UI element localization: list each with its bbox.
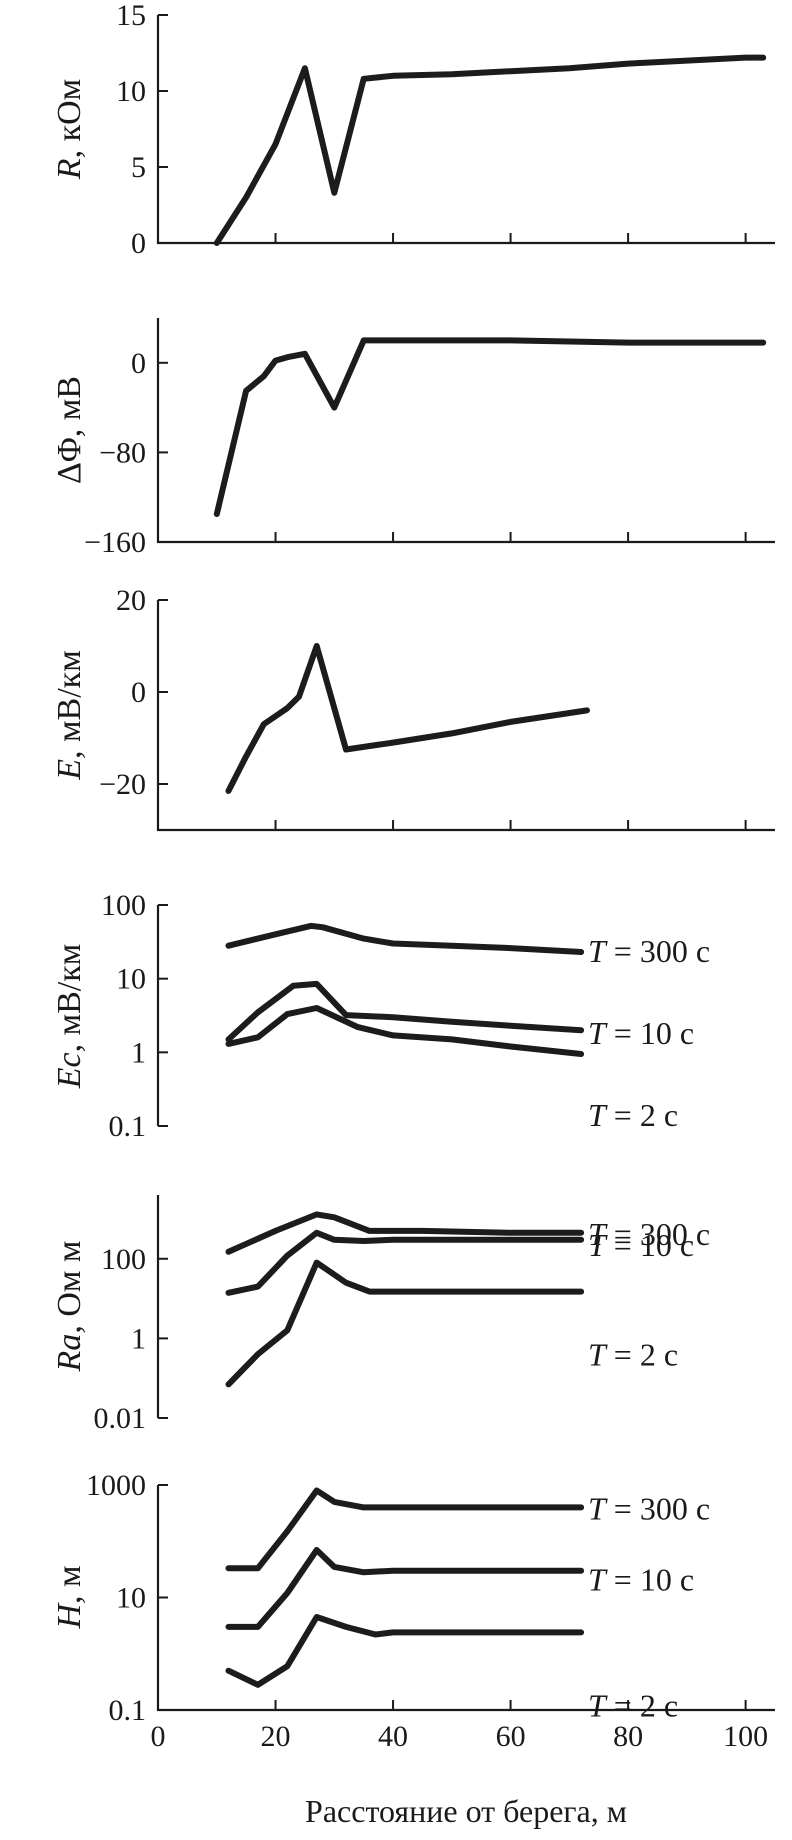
panel-delta-phi-series-line — [213, 337, 767, 517]
panel-h-ytick-label: 10 — [116, 1582, 146, 1615]
panel-ra-series-line — [225, 1259, 585, 1388]
panel-e-ytick-label: 20 — [116, 584, 146, 617]
panel-r: 0 5 10 15 R, кОм — [51, 0, 775, 260]
panel-h-series-label: T = 300 с — [588, 1490, 710, 1526]
panel-r-series — [213, 54, 767, 246]
panel-h-ylabel: H, м — [51, 1565, 88, 1629]
panel-ra-series-label: T = 10 с — [588, 1227, 694, 1263]
panel-h-series-line — [225, 1487, 585, 1572]
panel-e-series-line — [225, 643, 590, 794]
panel-e-ytick-label: −20 — [99, 768, 146, 801]
panel-delta-phi-ytick-label: 0 — [131, 347, 146, 380]
panel-h-series-line — [225, 1614, 585, 1688]
panel-h-series: T = 300 с T = 10 с T = 2 с — [225, 1487, 710, 1723]
panel-ec-ytick-label: 1 — [131, 1036, 146, 1069]
panel-delta-phi-ytick-label: −80 — [99, 436, 146, 469]
panel-h-ytick-label: 1000 — [86, 1469, 146, 1502]
panel-h-axes — [156, 1485, 775, 1712]
x-tick-label: 40 — [378, 1720, 408, 1753]
panel-ra-ytick-label: 100 — [101, 1243, 146, 1276]
panel-ec-ytick-label: 10 — [116, 963, 146, 996]
panel-ra-series-line — [225, 1229, 585, 1296]
panel-e-axes — [156, 600, 775, 832]
panel-r-axes — [156, 15, 775, 245]
panel-e-series — [225, 643, 590, 794]
panel-ra-ytick-label: 1 — [131, 1322, 146, 1355]
panel-r-ylabel: R, кОм — [51, 79, 88, 180]
panel-ra-ytick-label: 0.01 — [94, 1402, 147, 1435]
panel-ra-series: T = 300 сT = 10 с T = 2 с — [225, 1211, 710, 1388]
panel-e-ytick-label: 0 — [131, 676, 146, 709]
panel-ra-series-label: T = 300 с — [588, 1216, 710, 1252]
panel-r-ytick-label: 15 — [116, 0, 146, 32]
panel-delta-phi-ytick-label: −160 — [84, 526, 146, 559]
x-tick-label: 60 — [496, 1720, 526, 1753]
x-axis-ticks: 0 20 40 60 80 100 — [151, 1720, 769, 1753]
panel-ra-ylabel: Ra, Ом м — [51, 1241, 88, 1373]
x-axis: 0 20 40 60 80 100 Расстояние от берега, м — [151, 1720, 769, 1829]
x-tick-label: 20 — [261, 1720, 291, 1753]
panel-ec-series-line — [225, 1005, 585, 1057]
panel-delta-phi: −160 −80 0 ΔΦ, мВ — [51, 318, 775, 559]
panel-ec-ytick-label: 0.1 — [109, 1110, 147, 1143]
x-axis-label: Расстояние от берега, м — [305, 1793, 627, 1829]
x-tick-label: 100 — [723, 1720, 768, 1753]
panel-r-ytick-label: 10 — [116, 75, 146, 108]
panel-ec: T = 300 с T = 10 с T = 2 с 0.1 1 10 100 Ec, м… — [51, 889, 710, 1143]
panel-ec-series-line — [225, 980, 585, 1043]
panel-h-series-label: T = 2 с — [588, 1687, 678, 1723]
panel-h-series-label: T = 10 с — [588, 1562, 694, 1598]
panel-delta-phi-ticks: −160 −80 0 — [84, 347, 747, 559]
panel-r-series-line — [213, 54, 767, 246]
panel-ec-series-label: T = 10 с — [588, 1015, 694, 1051]
panel-ec-ylabel: Ec, мВ/км — [51, 944, 88, 1090]
panel-ec-series-label: T = 2 с — [588, 1097, 678, 1133]
panel-r-ytick-label: 5 — [131, 151, 146, 184]
panel-r-ticks: 0 5 10 15 — [116, 0, 747, 260]
panel-delta-phi-axes — [156, 318, 775, 544]
panel-h-series-line — [225, 1547, 585, 1630]
panel-h: T = 300 с T = 10 с T = 2 с 0.1 10 1000 H, м — [51, 1469, 775, 1727]
panel-h-ticks: 0.1 10 1000 — [86, 1469, 747, 1727]
panel-ra: T = 300 сT = 10 с T = 2 с 0.01 1 100 Ra, Ом… — [51, 1195, 710, 1435]
panel-e-ticks: −20 0 20 — [99, 584, 747, 830]
panel-ra-series-line — [225, 1211, 585, 1255]
panel-ec-series-line — [225, 922, 585, 955]
panel-h-ytick-label: 0.1 — [109, 1694, 147, 1727]
panel-delta-phi-series — [213, 337, 767, 517]
panel-ec-ticks: 0.1 1 10 100 — [101, 889, 168, 1143]
panel-ec-ytick-label: 100 — [101, 889, 146, 922]
panel-ra-ticks: 0.01 1 100 — [94, 1243, 168, 1435]
panel-delta-phi-ylabel: ΔΦ, мВ — [51, 376, 88, 484]
panel-e: −20 0 20 E, мВ/км — [51, 584, 775, 832]
panel-ec-series-label: T = 300 с — [588, 933, 710, 969]
x-tick-label: 80 — [613, 1720, 643, 1753]
panel-e-ylabel: E, мВ/км — [51, 650, 88, 780]
panel-ec-series: T = 300 с T = 10 с T = 2 с — [225, 922, 710, 1133]
panel-r-ytick-label: 0 — [131, 227, 146, 260]
panel-ra-series-label: T = 2 с — [588, 1337, 678, 1373]
x-tick-label: 0 — [151, 1720, 166, 1753]
